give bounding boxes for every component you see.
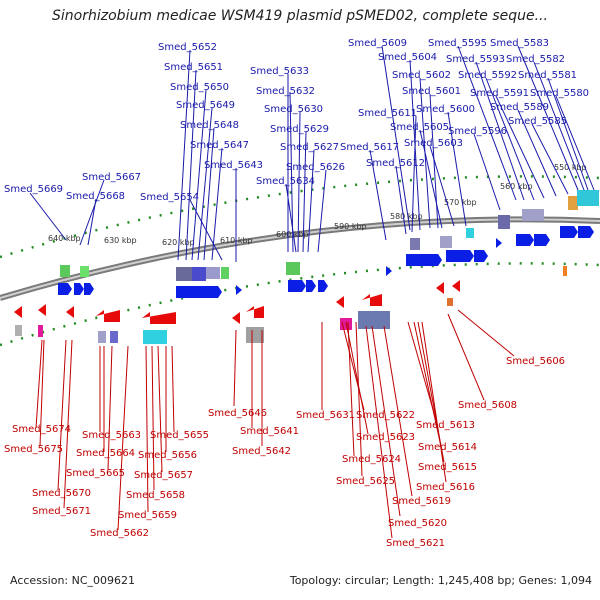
gene-label: Smed_5622 [356, 410, 415, 421]
gene-label: Smed_5631 [296, 410, 355, 421]
gene-label: Smed_5652 [158, 42, 217, 53]
gene-label: Smed_5611 [358, 108, 417, 119]
gene-label: Smed_5642 [232, 446, 291, 457]
gene-label: Smed_5641 [240, 426, 299, 437]
gene-label: Smed_5623 [356, 432, 415, 443]
gene-label: Smed_5627 [280, 142, 339, 153]
gene-label: Smed_5667 [82, 172, 141, 183]
feature-blocks [15, 190, 599, 344]
gene-label: Smed_5612 [366, 158, 425, 169]
gene-label: Smed_5596 [448, 126, 507, 137]
gene-label: Smed_5674 [12, 424, 71, 435]
accession-label: Accession: NC_009621 [10, 574, 136, 587]
gene-label: Smed_5592 [458, 70, 517, 81]
gene-label: Smed_5630 [264, 104, 323, 115]
bottom-callouts [35, 309, 515, 539]
gene-label: Smed_5616 [416, 482, 475, 493]
gene-label: Smed_5609 [348, 38, 407, 49]
gene-label: Smed_5664 [76, 448, 135, 459]
gene-label: Smed_5580 [530, 88, 589, 99]
topology-label: Topology: circular; Length: 1,245,408 bp… [289, 574, 592, 587]
gene-label: Smed_5649 [176, 100, 235, 111]
gene-label: Smed_5605 [390, 122, 449, 133]
gene-label: Smed_5585 [508, 116, 567, 127]
gene-label: Smed_5604 [378, 52, 437, 63]
scale-tick: 560 kbp [500, 182, 533, 191]
gene-label: Smed_5655 [150, 430, 209, 441]
gene-label: Smed_5601 [402, 86, 461, 97]
gene-label: Smed_5647 [190, 140, 249, 151]
gene-label: Smed_5603 [404, 138, 463, 149]
scale-tick: 580 kbp [390, 212, 423, 221]
gene-label: Smed_5668 [66, 191, 125, 202]
gene-label: Smed_5669 [4, 184, 63, 195]
gene-label: Smed_5650 [170, 82, 229, 93]
gene-label: Smed_5595 [428, 38, 487, 49]
bottom-labels: Smed_5674 Smed_5675 Smed_5670 Smed_5671 … [4, 356, 565, 549]
scale-tick: 630 kbp [104, 236, 137, 245]
gene-label: Smed_5633 [250, 66, 309, 77]
gene-label: Smed_5620 [388, 518, 447, 529]
scale-tick: 620 kbp [162, 238, 195, 247]
gene-label: Smed_5621 [386, 538, 445, 549]
gene-label: Smed_5606 [506, 356, 565, 367]
gene-label: Smed_5670 [32, 488, 91, 499]
gene-label: Smed_5634 [256, 176, 315, 187]
gene-label: Smed_5658 [126, 490, 185, 501]
map-title: Sinorhizobium medicae WSM419 plasmid pSM… [52, 8, 548, 24]
gene-label: Smed_5648 [180, 120, 239, 131]
gene-label: Smed_5615 [418, 462, 477, 473]
gene-label: Smed_5663 [82, 430, 141, 441]
gene-label: Smed_5619 [392, 496, 451, 507]
gene-label: Smed_5614 [418, 442, 477, 453]
gene-label: Smed_5589 [490, 102, 549, 113]
gene-label: Smed_5665 [66, 468, 125, 479]
gene-label: Smed_5624 [342, 454, 401, 465]
gene-label: Smed_5600 [416, 104, 475, 115]
gene-label: Smed_5583 [490, 38, 549, 49]
top-callouts [29, 45, 595, 262]
gene-label: Smed_5608 [458, 400, 517, 411]
gene-label: Smed_5617 [340, 142, 399, 153]
gene-label: Smed_5662 [90, 528, 149, 539]
gene-label: Smed_5602 [392, 70, 451, 81]
scale-tick: 570 kbp [444, 198, 477, 207]
gene-label: Smed_5657 [134, 470, 193, 481]
gene-label: Smed_5591 [470, 88, 529, 99]
scale-tick: 550 kbp [554, 163, 587, 172]
forward-genes [58, 226, 594, 298]
gene-label: Smed_5671 [32, 506, 91, 517]
gene-label: Smed_5654 [140, 192, 199, 203]
gene-label: Smed_5582 [506, 54, 565, 65]
gene-label: Smed_5643 [204, 160, 263, 171]
gene-label: Smed_5656 [138, 450, 197, 461]
gene-label: Smed_5593 [446, 54, 505, 65]
gene-label: Smed_5581 [518, 70, 577, 81]
gene-label: Smed_5625 [336, 476, 395, 487]
gene-label: Smed_5659 [118, 510, 177, 521]
reverse-genes [14, 280, 460, 324]
gene-label: Smed_5629 [270, 124, 329, 135]
gene-label: Smed_5646 [208, 408, 267, 419]
gene-label: Smed_5675 [4, 444, 63, 455]
gene-label: Smed_5651 [164, 62, 223, 73]
top-labels: Smed_5652 Smed_5651 Smed_5650 Smed_5649 … [4, 38, 589, 203]
gene-label: Smed_5626 [286, 162, 345, 173]
gene-label: Smed_5632 [256, 86, 315, 97]
gene-label: Smed_5613 [416, 420, 475, 431]
scale-tick: 590 kbp [334, 222, 367, 231]
